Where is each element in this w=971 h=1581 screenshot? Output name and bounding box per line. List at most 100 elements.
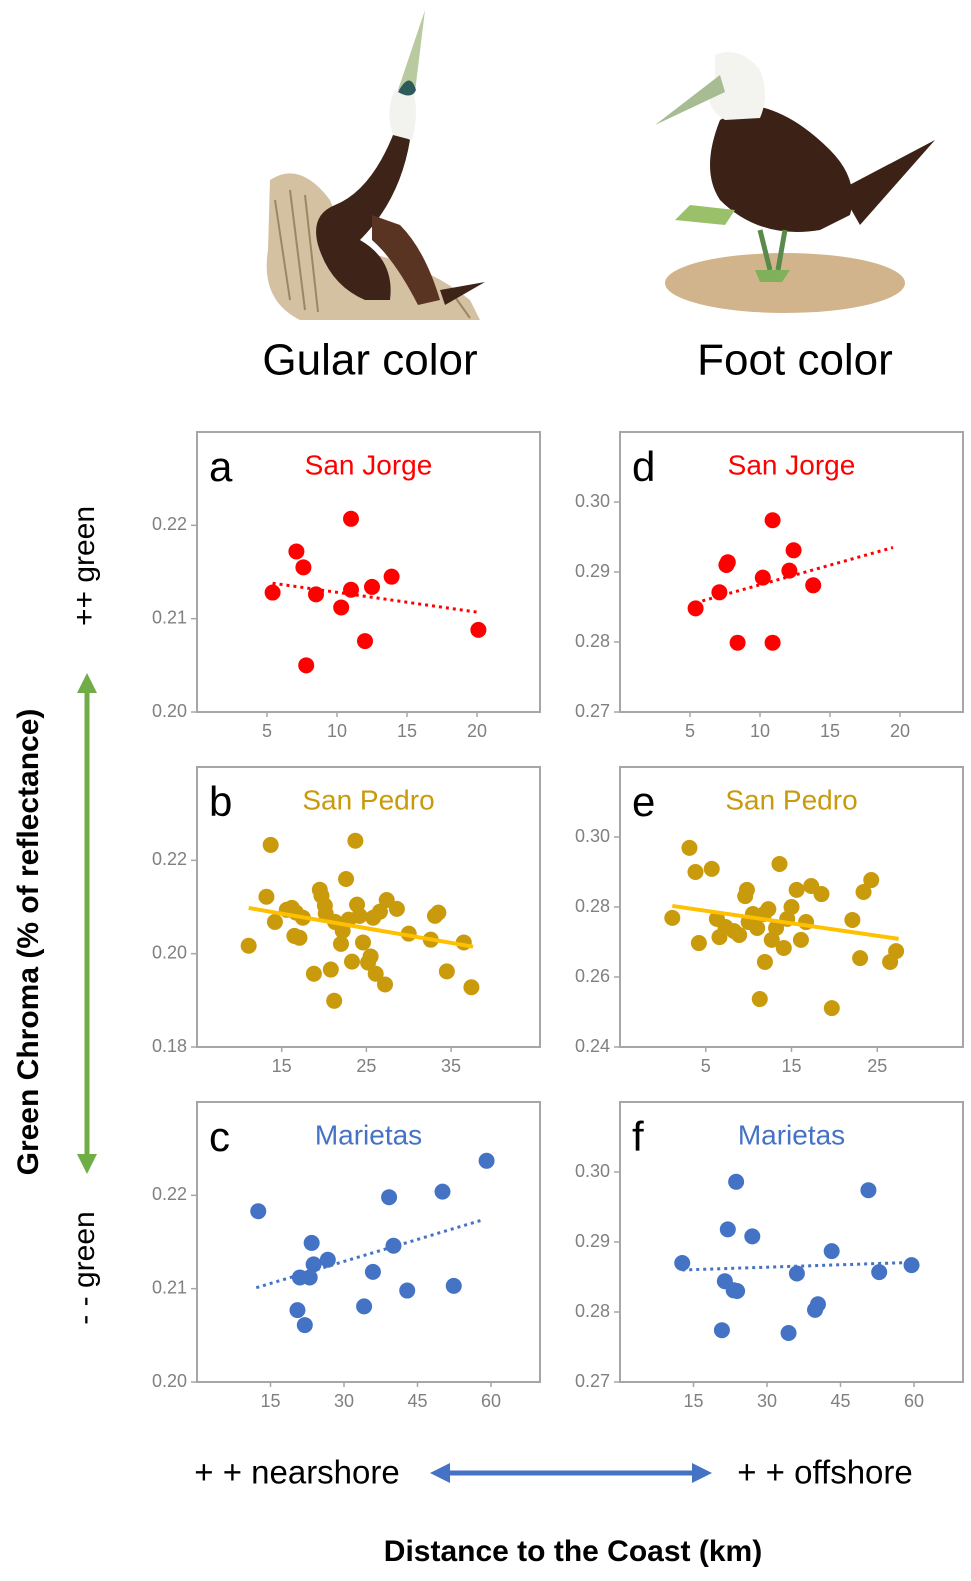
data-point — [446, 1278, 462, 1294]
data-point — [470, 622, 486, 638]
y-tick-label: 0.22 — [152, 1184, 187, 1204]
y-tick-label: 0.28 — [575, 896, 610, 916]
x-tick-label: 25 — [867, 1056, 887, 1076]
data-point — [381, 1189, 397, 1205]
y-tick-label: 0.26 — [575, 966, 610, 986]
data-point — [810, 1296, 826, 1312]
y-axis-label: Green Chroma (% of reflectance) — [12, 709, 45, 1176]
x-tick-label: 10 — [750, 721, 770, 741]
y-tick-label: 0.30 — [575, 826, 610, 846]
y-tick-label: 0.21 — [152, 1277, 187, 1297]
data-point — [691, 935, 707, 951]
x-tick-label: 10 — [327, 721, 347, 741]
panel-title: San Jorge — [728, 449, 856, 480]
data-point — [326, 993, 342, 1009]
x-tick-label: 45 — [407, 1391, 427, 1411]
data-point — [704, 861, 720, 877]
x-tick-label: 20 — [890, 721, 910, 741]
data-point — [888, 943, 904, 959]
less-green-label: - - green — [68, 1211, 101, 1324]
data-point — [752, 991, 768, 1007]
data-point — [860, 1182, 876, 1198]
data-point — [463, 979, 479, 995]
data-point — [384, 569, 400, 585]
data-point — [258, 889, 274, 905]
data-point — [399, 1283, 415, 1299]
figure: Gular color Foot color Green Chroma (% o… — [0, 0, 971, 1581]
gular-bird-illustration — [267, 10, 485, 320]
y-tick-label: 0.29 — [575, 1231, 610, 1251]
y-tick-label: 0.29 — [575, 561, 610, 581]
data-point — [681, 840, 697, 856]
x-tick-label: 5 — [262, 721, 272, 741]
data-point — [781, 1325, 797, 1341]
data-point — [430, 905, 446, 921]
data-point — [356, 1298, 372, 1314]
x-tick-label: 15 — [260, 1391, 280, 1411]
data-point — [289, 1302, 305, 1318]
x-axis-label: Distance to the Coast (km) — [384, 1535, 762, 1568]
x-tick-label: 15 — [397, 721, 417, 741]
panel-letter: d — [632, 443, 655, 490]
data-point — [789, 1266, 805, 1282]
panel-title: San Jorge — [305, 449, 433, 480]
data-point — [765, 512, 781, 528]
x-tick-label: 30 — [334, 1391, 354, 1411]
data-point — [720, 554, 736, 570]
data-point — [757, 954, 773, 970]
data-point — [297, 1317, 313, 1333]
y-tick-label: 0.28 — [575, 1301, 610, 1321]
x-tick-label: 15 — [272, 1056, 292, 1076]
x-tick-label: 15 — [683, 1391, 703, 1411]
x-tick-label: 5 — [701, 1056, 711, 1076]
data-point — [363, 948, 379, 964]
data-point — [904, 1257, 920, 1273]
y-tick-label: 0.30 — [575, 491, 610, 511]
y-tick-label: 0.24 — [575, 1036, 610, 1056]
x-tick-label: 15 — [820, 721, 840, 741]
y-tick-label: 0.28 — [575, 631, 610, 651]
x-tick-label: 30 — [757, 1391, 777, 1411]
data-point — [357, 633, 373, 649]
data-point — [347, 833, 363, 849]
data-point — [298, 657, 314, 673]
y-tick-label: 0.27 — [575, 1371, 610, 1391]
gular-title: Gular color — [262, 336, 477, 385]
data-point — [824, 1000, 840, 1016]
data-point — [364, 579, 380, 595]
y-tick-label: 0.22 — [152, 514, 187, 534]
x-tick-label: 20 — [467, 721, 487, 741]
y-tick-label: 0.20 — [152, 701, 187, 721]
y-tick-label: 0.20 — [152, 1371, 187, 1391]
foot-bird-illustration — [655, 52, 935, 313]
data-point — [871, 1264, 887, 1280]
x-tick-label: 60 — [481, 1391, 501, 1411]
data-point — [288, 543, 304, 559]
data-point — [304, 1235, 320, 1251]
data-point — [728, 1174, 744, 1190]
data-point — [805, 577, 821, 593]
y-tick-label: 0.30 — [575, 1161, 610, 1181]
data-point — [323, 962, 339, 978]
data-point — [344, 954, 360, 970]
data-point — [250, 1203, 266, 1219]
data-point — [720, 1221, 736, 1237]
data-point — [377, 976, 393, 992]
data-point — [333, 599, 349, 615]
panel-letter: e — [632, 778, 655, 825]
data-point — [711, 584, 727, 600]
data-point — [760, 901, 776, 917]
data-point — [267, 914, 283, 930]
nearshore-label: + + nearshore — [194, 1454, 399, 1491]
data-point — [265, 585, 281, 601]
data-point — [786, 542, 802, 558]
panel-title: San Pedro — [725, 784, 857, 815]
data-point — [852, 950, 868, 966]
data-point — [352, 908, 368, 924]
data-point — [730, 635, 746, 651]
x-tick-label: 15 — [781, 1056, 801, 1076]
data-point — [320, 1252, 336, 1268]
offshore-label: + + offshore — [737, 1454, 913, 1491]
data-point — [434, 1184, 450, 1200]
data-point — [765, 635, 781, 651]
